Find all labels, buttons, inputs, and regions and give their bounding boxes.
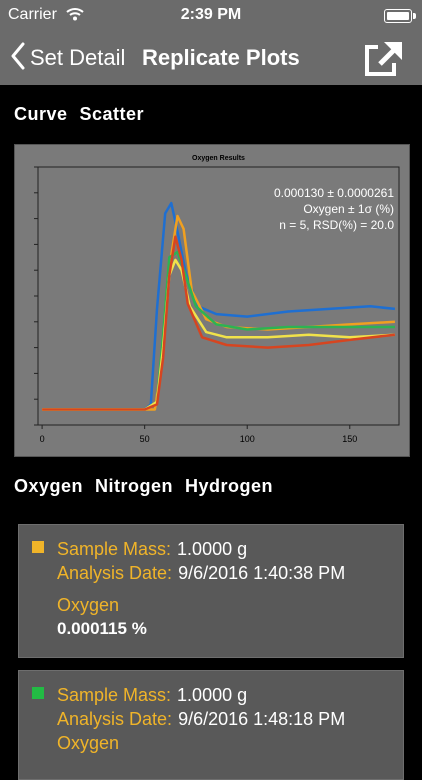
chart-annotation: n = 5, RSD(%) = 20.0	[279, 218, 394, 232]
element-selector: Oxygen Nitrogen Hydrogen	[14, 476, 285, 497]
sample-mass-row: Sample Mass: 1.0000 g	[57, 539, 247, 560]
analysis-date-value: 9/6/2016 1:40:38 PM	[178, 563, 346, 583]
series-line	[42, 250, 395, 411]
x-tick-label: 100	[240, 434, 255, 444]
analysis-date-label: Analysis Date:	[57, 563, 173, 583]
tab-nitrogen[interactable]: Nitrogen	[95, 476, 174, 496]
analysis-date-row: Analysis Date: 9/6/2016 1:40:38 PM	[57, 563, 345, 584]
gas-name: Oxygen	[57, 733, 120, 753]
sample-mass-label: Sample Mass:	[57, 685, 172, 705]
chart-type-selector: Curve Scatter	[14, 104, 156, 125]
navigation-bar: Set Detail Replicate Plots	[0, 32, 422, 85]
page-title: Replicate Plots	[142, 45, 300, 70]
sample-mass-label: Sample Mass:	[57, 539, 172, 559]
series-line	[42, 258, 395, 411]
sample-mass-value: 1.0000 g	[177, 685, 248, 705]
back-button-label: Set Detail	[30, 45, 126, 70]
sample-mass-row: Sample Mass: 1.0000 g	[57, 685, 247, 706]
sample-card[interactable]: Sample Mass: 1.0000 g Analysis Date: 9/6/2…	[18, 524, 404, 658]
chart-annotation: Oxygen ± 1σ (%)	[303, 202, 394, 216]
x-tick-label: 150	[342, 434, 357, 444]
series-line	[42, 214, 395, 411]
gas-name: Oxygen	[57, 595, 120, 615]
series-color-swatch	[32, 541, 44, 553]
tab-curve[interactable]: Curve	[14, 104, 68, 124]
analysis-date-label: Analysis Date:	[57, 709, 173, 729]
x-tick-label: 0	[40, 434, 45, 444]
tab-scatter[interactable]: Scatter	[79, 104, 145, 124]
x-tick-label: 50	[140, 434, 150, 444]
chart-svg: Oxygen Results 0 50 100 150 0.000130 ± 0.0000…	[34, 155, 400, 444]
tab-oxygen[interactable]: Oxygen	[14, 476, 84, 496]
series-line	[42, 235, 396, 411]
carrier-label: Carrier	[8, 6, 57, 23]
sample-mass-value: 1.0000 g	[177, 539, 248, 559]
share-export-icon[interactable]	[362, 38, 404, 78]
series-line	[42, 201, 396, 411]
series-color-swatch	[32, 687, 44, 699]
gas-result: 0.000115 %	[57, 619, 147, 638]
chart-title: Oxygen Results	[192, 155, 245, 162]
replicate-chart: Oxygen Results 0 50 100 150 0.000130 ± 0.0000…	[14, 144, 410, 457]
battery-icon	[384, 9, 416, 23]
status-time: 2:39 PM	[180, 6, 242, 23]
sample-card[interactable]: Sample Mass: 1.0000 g Analysis Date: 9/6/2…	[18, 670, 404, 780]
status-bar: Carrier 2:39 PM	[0, 0, 422, 32]
chevron-left-icon	[10, 42, 26, 75]
analysis-date-row: Analysis Date: 9/6/2016 1:48:18 PM	[57, 709, 345, 730]
tab-hydrogen[interactable]: Hydrogen	[185, 476, 274, 496]
analysis-date-value: 9/6/2016 1:48:18 PM	[178, 709, 346, 729]
back-button[interactable]: Set Detail	[10, 40, 125, 76]
wifi-icon	[66, 7, 84, 26]
chart-annotation: 0.000130 ± 0.0000261	[274, 186, 394, 200]
